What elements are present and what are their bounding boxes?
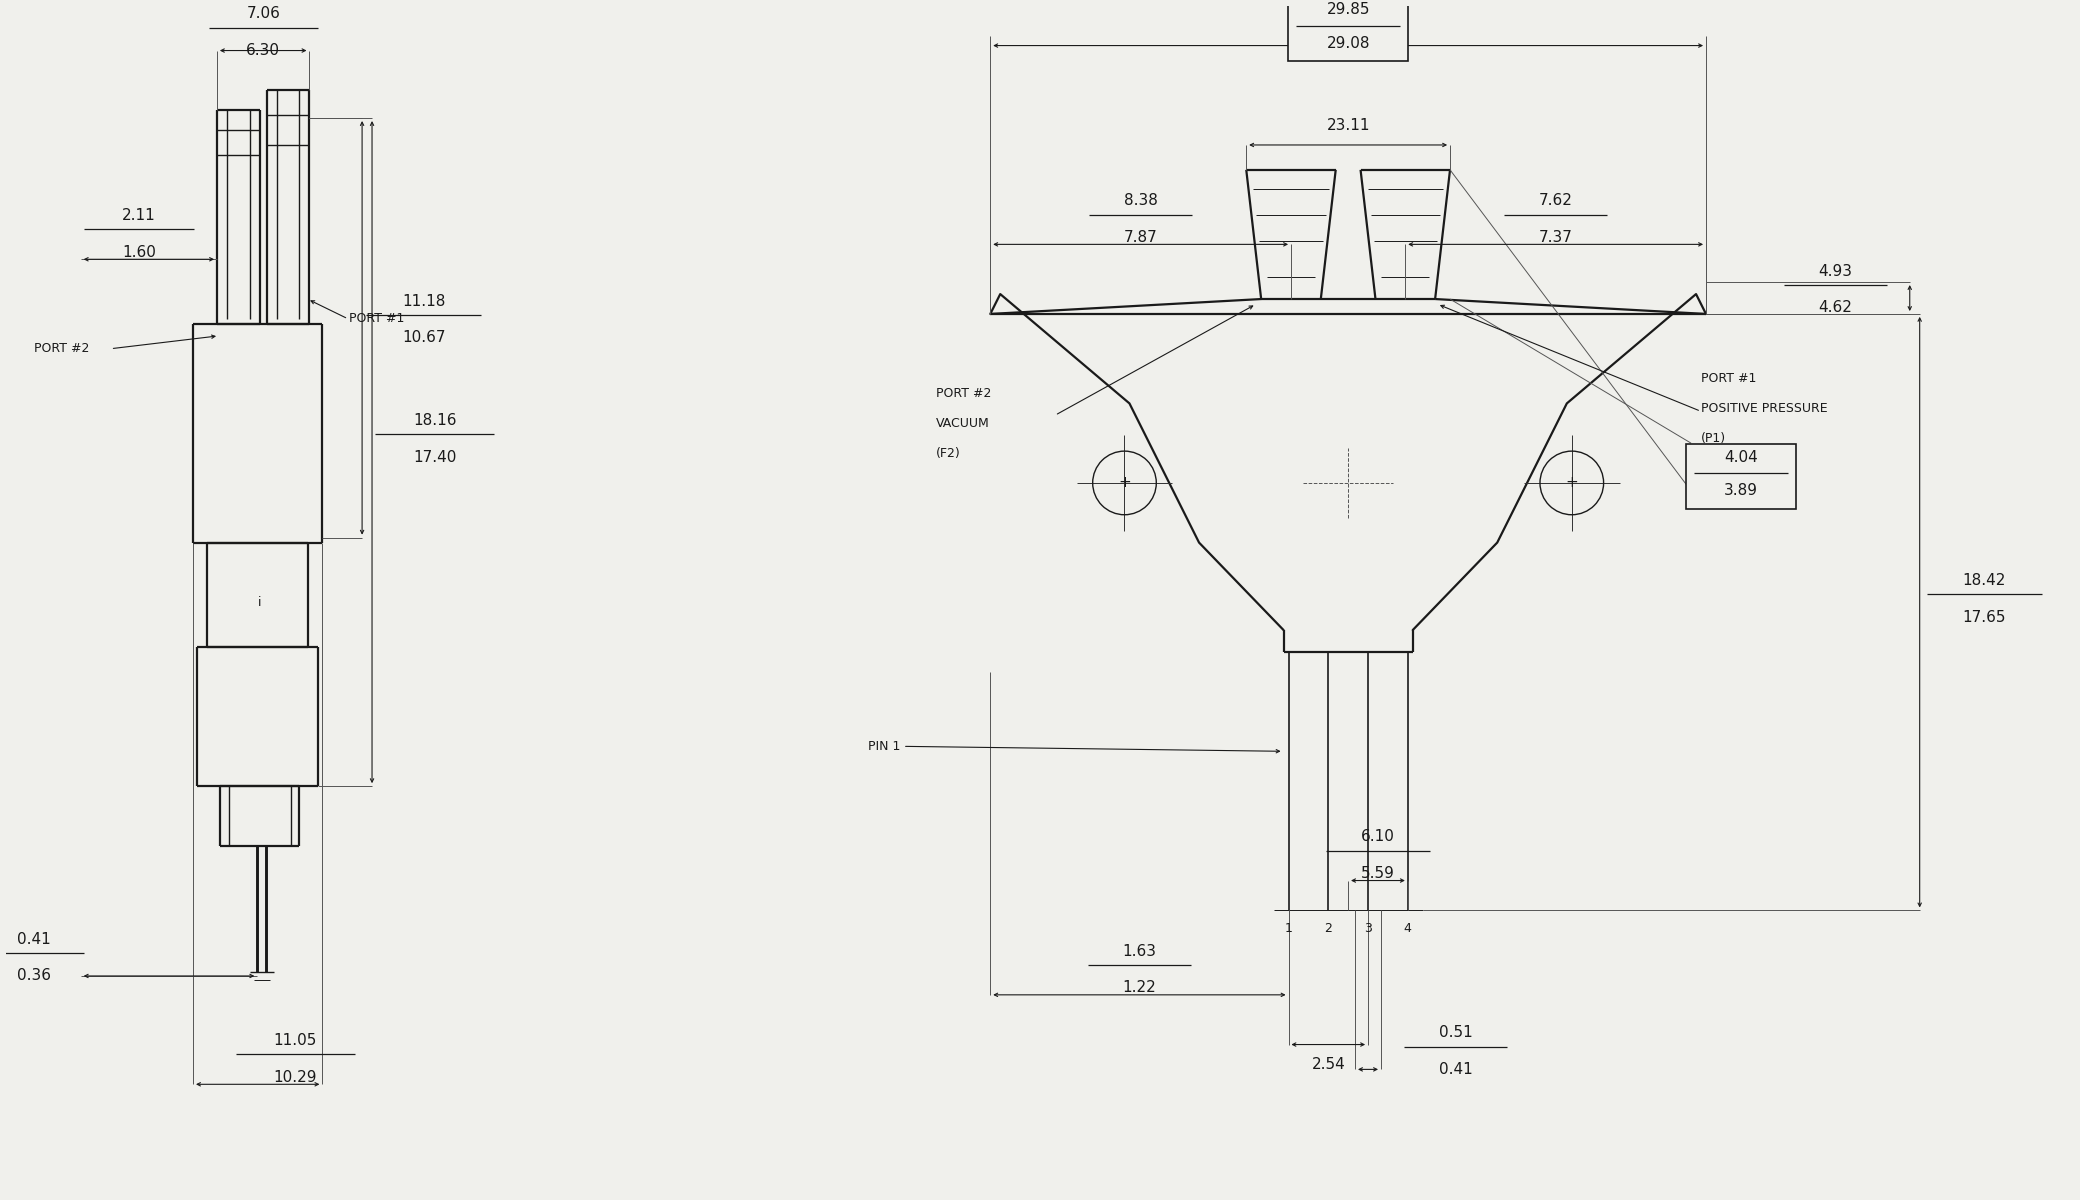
Text: PORT #2: PORT #2 (936, 386, 990, 400)
Text: PORT #2: PORT #2 (33, 342, 89, 355)
Text: 1: 1 (1285, 922, 1292, 935)
Text: 1.60: 1.60 (123, 245, 156, 260)
Text: PIN 1: PIN 1 (869, 740, 901, 752)
FancyBboxPatch shape (1288, 0, 1408, 61)
Text: 4.93: 4.93 (1818, 264, 1851, 278)
Text: i: i (258, 595, 262, 608)
Text: 6.10: 6.10 (1360, 829, 1396, 845)
Text: 3: 3 (1364, 922, 1373, 935)
Text: 0.36: 0.36 (17, 968, 52, 984)
Text: +: + (1566, 475, 1579, 491)
Text: 7.06: 7.06 (245, 6, 281, 22)
Text: 7.37: 7.37 (1539, 230, 1572, 245)
Text: 4.62: 4.62 (1818, 300, 1851, 316)
Text: (F2): (F2) (936, 446, 961, 460)
Text: 4: 4 (1404, 922, 1412, 935)
Text: (P1): (P1) (1701, 432, 1726, 445)
Text: 0.51: 0.51 (1439, 1025, 1473, 1040)
Text: +: + (1119, 475, 1132, 491)
Text: VACUUM: VACUUM (936, 416, 990, 430)
Text: 6.30: 6.30 (245, 43, 281, 58)
Text: 8.38: 8.38 (1123, 193, 1159, 208)
Text: 0.41: 0.41 (1439, 1062, 1473, 1076)
Text: 23.11: 23.11 (1327, 118, 1371, 132)
Text: 29.85: 29.85 (1327, 2, 1371, 17)
Text: PORT #1: PORT #1 (1701, 372, 1756, 385)
Text: 17.65: 17.65 (1964, 610, 2005, 625)
Text: 5.59: 5.59 (1360, 866, 1396, 881)
Text: 29.08: 29.08 (1327, 36, 1371, 52)
Text: 10.29: 10.29 (275, 1070, 318, 1085)
Text: 7.87: 7.87 (1123, 230, 1156, 245)
Text: 18.42: 18.42 (1964, 572, 2005, 588)
Text: 2: 2 (1325, 922, 1331, 935)
Text: 1.22: 1.22 (1123, 980, 1156, 995)
Text: 2.11: 2.11 (123, 208, 156, 223)
Text: 18.16: 18.16 (414, 413, 456, 428)
Text: 11.18: 11.18 (401, 294, 445, 308)
Text: 10.67: 10.67 (401, 330, 445, 346)
Text: 11.05: 11.05 (275, 1033, 316, 1048)
Text: POSITIVE PRESSURE: POSITIVE PRESSURE (1701, 402, 1828, 415)
Text: 2.54: 2.54 (1310, 1057, 1346, 1072)
Text: 1.63: 1.63 (1123, 943, 1156, 959)
FancyBboxPatch shape (1685, 444, 1795, 509)
Text: 17.40: 17.40 (414, 450, 456, 464)
Text: 7.62: 7.62 (1539, 193, 1572, 208)
Text: 4.04: 4.04 (1724, 450, 1758, 464)
Text: PORT #1: PORT #1 (349, 312, 404, 325)
Text: 0.41: 0.41 (17, 931, 50, 947)
Text: 3.89: 3.89 (1724, 484, 1758, 498)
